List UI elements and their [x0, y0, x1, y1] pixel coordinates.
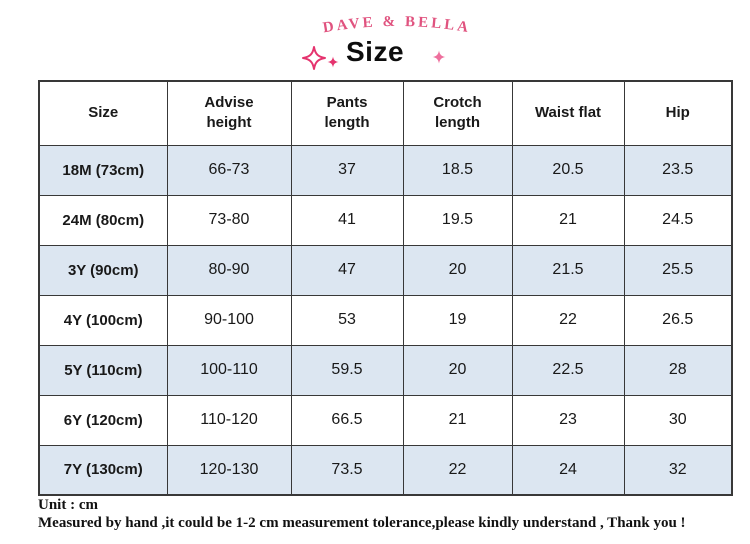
cell-hip: 25.5 — [623, 244, 733, 296]
cell-waist-flat: 20.5 — [511, 144, 625, 196]
table-row: 5Y (110cm) 100-110 59.5 20 22.5 28 — [38, 344, 733, 396]
cell-advise-height: 73-80 — [166, 194, 292, 246]
cell-advise-height: 100-110 — [166, 344, 292, 396]
sparkle-filled-icon — [327, 56, 339, 68]
sparkle-outline-icon — [302, 46, 326, 70]
cell-size: 4Y (100cm) — [38, 294, 168, 346]
page-title: Size — [345, 36, 405, 67]
tolerance-note: Measured by hand ,it could be 1-2 cm mea… — [38, 515, 686, 531]
footer-notes: Unit : cm Measured by hand ,it could be … — [38, 496, 743, 532]
cell-advise-height: 120-130 — [166, 444, 292, 496]
brand-name: DAVE & BELLA — [322, 14, 470, 36]
cell-pants-length: 73.5 — [290, 444, 404, 496]
cell-hip: 26.5 — [623, 294, 733, 346]
cell-waist-flat: 22 — [511, 294, 625, 346]
cell-advise-height: 110-120 — [166, 394, 292, 446]
col-header-pants-length: Pants length — [290, 80, 404, 146]
cell-crotch-length: 19 — [402, 294, 513, 346]
cell-waist-flat: 23 — [511, 394, 625, 446]
table-row: 7Y (130cm) 120-130 73.5 22 24 32 — [38, 444, 733, 496]
cell-hip: 30 — [623, 394, 733, 446]
col-header-waist-flat: Waist flat — [511, 80, 625, 146]
cell-pants-length: 37 — [290, 144, 404, 196]
cell-pants-length: 47 — [290, 244, 404, 296]
cell-size: 24M (80cm) — [38, 194, 168, 246]
cell-advise-height: 80-90 — [166, 244, 292, 296]
cell-pants-length: 66.5 — [290, 394, 404, 446]
cell-hip: 23.5 — [623, 144, 733, 196]
col-header-size: Size — [38, 80, 168, 146]
cell-pants-length: 59.5 — [290, 344, 404, 396]
brand-logo: DAVE & BELLA — [322, 14, 473, 36]
cell-hip: 28 — [623, 344, 733, 396]
cell-waist-flat: 21.5 — [511, 244, 625, 296]
cell-size: 6Y (120cm) — [38, 394, 168, 446]
cell-size: 5Y (110cm) — [38, 344, 168, 396]
cell-crotch-length: 19.5 — [402, 194, 513, 246]
cell-crotch-length: 22 — [402, 444, 513, 496]
cell-waist-flat: 24 — [511, 444, 625, 496]
cell-pants-length: 53 — [290, 294, 404, 346]
cell-advise-height: 90-100 — [166, 294, 292, 346]
table-row: 3Y (90cm) 80-90 47 20 21.5 25.5 — [38, 244, 733, 296]
table-row: 4Y (100cm) 90-100 53 19 22 26.5 — [38, 294, 733, 346]
size-chart-table: Size Advise height Pants length Crotch l… — [38, 80, 733, 496]
col-header-hip: Hip — [623, 80, 733, 146]
cell-crotch-length: 21 — [402, 394, 513, 446]
cell-size: 3Y (90cm) — [38, 244, 168, 296]
sparkle-filled-icon — [432, 50, 446, 64]
col-header-crotch-length: Crotch length — [402, 80, 513, 146]
cell-waist-flat: 22.5 — [511, 344, 625, 396]
col-header-advise-height: Advise height — [166, 80, 292, 146]
cell-crotch-length: 20 — [402, 344, 513, 396]
cell-crotch-length: 18.5 — [402, 144, 513, 196]
cell-crotch-length: 20 — [402, 244, 513, 296]
table-row: 18M (73cm) 66-73 37 18.5 20.5 23.5 — [38, 144, 733, 196]
header-row: Size Advise height Pants length Crotch l… — [38, 80, 733, 146]
table-row: 6Y (120cm) 110-120 66.5 21 23 30 — [38, 394, 733, 446]
cell-size: 7Y (130cm) — [38, 444, 168, 496]
cell-advise-height: 66-73 — [166, 144, 292, 196]
unit-note: Unit : cm — [38, 497, 98, 513]
cell-size: 18M (73cm) — [38, 144, 168, 196]
cell-hip: 32 — [623, 444, 733, 496]
cell-waist-flat: 21 — [511, 194, 625, 246]
cell-pants-length: 41 — [290, 194, 404, 246]
cell-hip: 24.5 — [623, 194, 733, 246]
table-row: 24M (80cm) 73-80 41 19.5 21 24.5 — [38, 194, 733, 246]
svg-text:DAVE & BELLA: DAVE & BELLA — [322, 14, 473, 36]
